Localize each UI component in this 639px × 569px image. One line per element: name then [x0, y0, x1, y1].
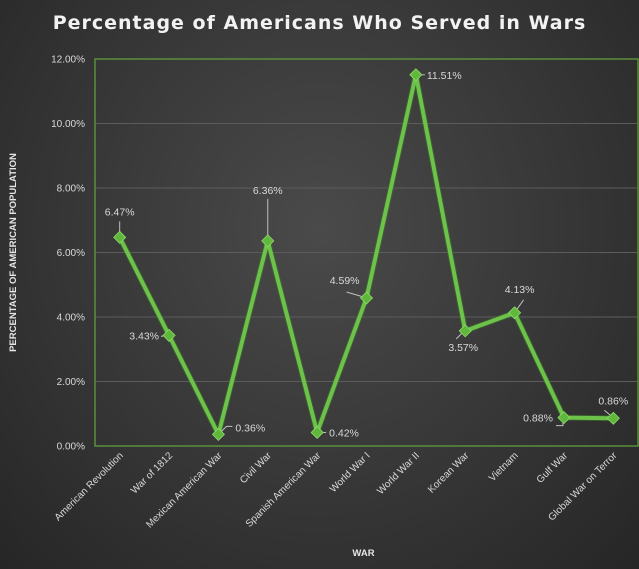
series-line-path — [117, 72, 614, 437]
data-point-marker — [508, 306, 522, 320]
x-tick-label: World War I — [328, 450, 373, 495]
data-point-marker — [310, 425, 324, 440]
y-tick-label: 0.00% — [57, 442, 85, 453]
data-label: 0.36% — [235, 422, 265, 434]
data-point-marker — [458, 324, 472, 338]
data-label: 0.42% — [329, 427, 359, 439]
x-tick-label: Vietnam — [487, 450, 521, 484]
data-label: 3.43% — [129, 330, 159, 342]
x-tick-label: Gulf War — [535, 450, 571, 486]
x-tick-label: Civil War — [238, 450, 274, 486]
y-tick-label: 4.00% — [57, 313, 85, 324]
data-label: 6.36% — [253, 185, 283, 197]
data-point-marker — [606, 411, 620, 425]
gridlines — [95, 123, 638, 382]
x-tick-label: World War II — [375, 450, 422, 497]
data-point-marker — [162, 328, 176, 342]
data-markers — [113, 68, 620, 441]
leader-line — [346, 291, 364, 298]
leader-line — [603, 409, 611, 416]
leader-line — [555, 421, 564, 427]
x-axis-title: WAR — [352, 548, 374, 559]
leader-line — [455, 332, 463, 340]
series-line — [117, 71, 614, 438]
y-axis-ticks: 0.00% 2.00% 4.00% 6.00% 8.00% 10.00% 12.00% — [51, 55, 85, 453]
data-point-marker — [211, 427, 225, 441]
leader-line — [221, 425, 233, 432]
plot-area-border — [94, 58, 639, 447]
data-point-marker — [557, 411, 571, 425]
data-label: 11.51% — [427, 70, 462, 82]
leader-line — [516, 299, 525, 311]
data-label: 4.13% — [505, 284, 535, 296]
y-tick-label: 10.00% — [51, 119, 85, 130]
data-label: 0.86% — [598, 395, 628, 407]
y-tick-label: 2.00% — [57, 377, 85, 388]
data-point-marker — [359, 291, 374, 305]
y-axis-title: PERCENTAGE OF AMERICAN POPULATION — [8, 153, 19, 352]
data-point-marker — [261, 234, 275, 248]
x-tick-label: American Revolution — [53, 450, 126, 523]
x-tick-label: Korean War — [426, 450, 472, 496]
data-labels: 6.47% 3.43% 0.36% 6.36% 0.42% 4.59% 11.51% 3.57… — [105, 70, 628, 440]
data-label: 4.59% — [330, 275, 360, 287]
y-tick-label: 8.00% — [57, 184, 85, 195]
chart-title: Percentage of Americans Who Served in Wa… — [52, 12, 587, 34]
y-tick-label: 12.00% — [51, 55, 85, 66]
x-tick-label: War of 1812 — [129, 450, 175, 496]
data-point-marker — [113, 230, 127, 244]
data-label: 6.47% — [105, 206, 135, 218]
y-tick-label: 6.00% — [57, 248, 85, 259]
data-label: 3.57% — [448, 342, 478, 354]
data-label: 0.88% — [523, 413, 553, 425]
data-point-marker — [409, 68, 423, 82]
